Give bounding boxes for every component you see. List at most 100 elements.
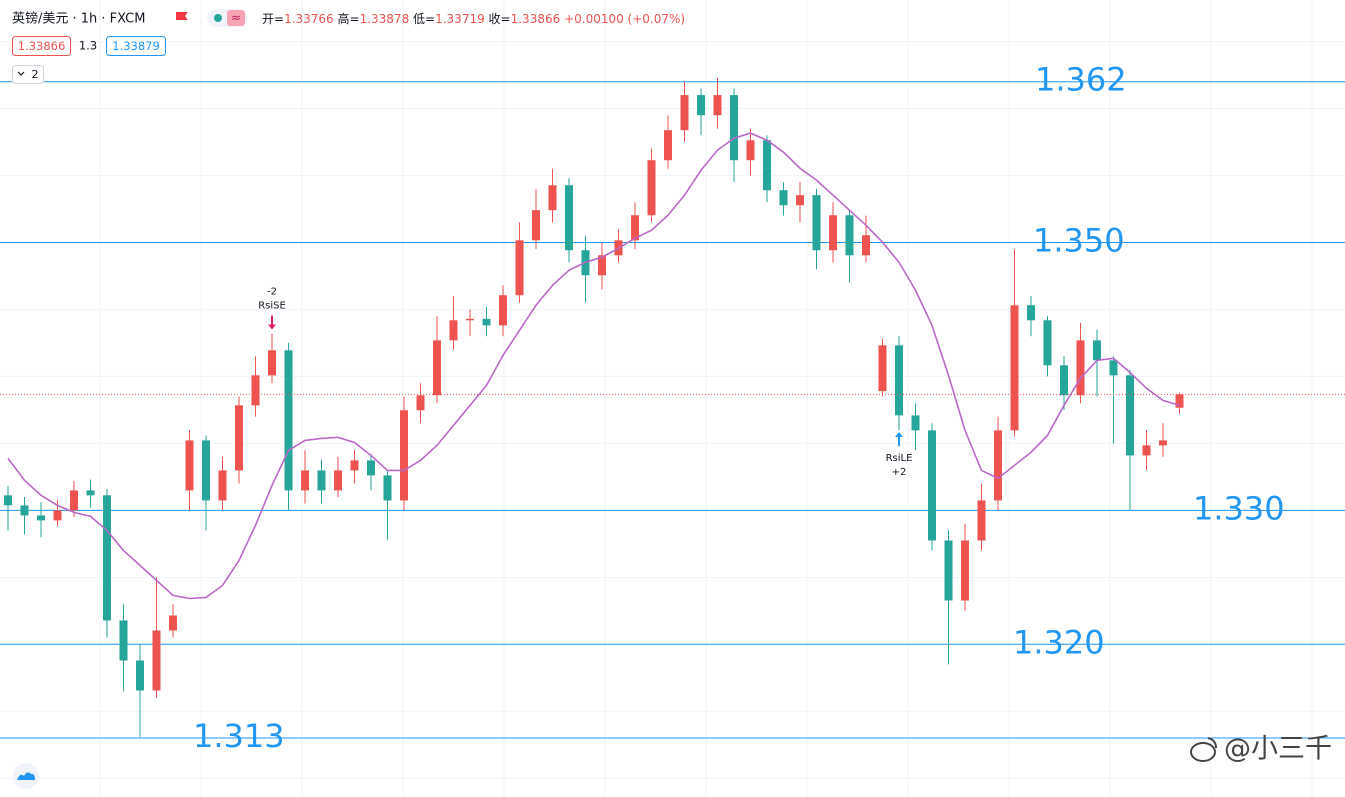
candle-body bbox=[697, 95, 705, 116]
watermark-text: @小三千 bbox=[1224, 734, 1332, 765]
candle-body bbox=[895, 345, 903, 416]
candle-body bbox=[598, 255, 606, 276]
ohlc-value: 1.33766 bbox=[284, 12, 334, 26]
candle-body bbox=[301, 470, 309, 491]
ohlc-label: 高= bbox=[338, 11, 360, 26]
candle-body bbox=[268, 350, 276, 376]
candle-body bbox=[647, 160, 656, 216]
status-dot bbox=[214, 14, 222, 22]
ohlc-label: 低= bbox=[413, 12, 435, 26]
level-label: 1.330 bbox=[1193, 489, 1285, 527]
candle-body bbox=[383, 475, 392, 501]
candle-body bbox=[796, 195, 804, 206]
symbol[interactable]: 英镑/美元 · 1h · FXCM bbox=[12, 11, 145, 27]
candle-body bbox=[829, 215, 837, 251]
logo bbox=[17, 772, 35, 780]
candle-body bbox=[482, 318, 491, 326]
candle-body bbox=[466, 318, 474, 321]
candle-body bbox=[713, 95, 722, 116]
level-label: 1.350 bbox=[1033, 221, 1125, 259]
candle-body bbox=[20, 505, 29, 516]
candle-body bbox=[119, 620, 128, 661]
candle-body bbox=[565, 185, 573, 251]
candle-body bbox=[202, 440, 210, 501]
candle-body bbox=[845, 215, 854, 256]
ohlc-value: 1.33866 bbox=[511, 12, 561, 26]
candle-body bbox=[730, 95, 738, 161]
candle-body bbox=[944, 540, 953, 601]
candle-body bbox=[218, 470, 227, 501]
candle-body bbox=[1126, 375, 1134, 456]
overlay: -2 RsiSE RsiLE +2 bbox=[0, 132, 1345, 600]
candle-body bbox=[1060, 365, 1068, 396]
indicator-count[interactable]: 2 bbox=[32, 68, 39, 81]
candle-body bbox=[53, 510, 62, 521]
candle-body bbox=[4, 495, 12, 506]
candle-body bbox=[86, 490, 95, 496]
indicator-toggle[interactable] bbox=[12, 65, 44, 84]
candle-body bbox=[1076, 340, 1085, 396]
ohlc-value: 1.33878 bbox=[360, 12, 410, 26]
candle-body bbox=[977, 500, 986, 541]
candle-body bbox=[515, 240, 524, 296]
candle-body bbox=[416, 395, 425, 411]
sell-price[interactable]: 1.33866 bbox=[18, 39, 66, 53]
buy-price[interactable]: 1.33879 bbox=[112, 39, 160, 53]
candle-body bbox=[449, 320, 458, 341]
signal-qty: -2 bbox=[267, 287, 277, 298]
level-label: 1.362 bbox=[1035, 61, 1127, 99]
ohlc: 开=1.33766 高=1.33878 低=1.33719 收=1.33866 … bbox=[262, 11, 685, 26]
candle-body bbox=[235, 405, 243, 471]
candle-body bbox=[433, 340, 441, 396]
signal-name: RsiSE bbox=[258, 301, 286, 312]
moving-average bbox=[7, 132, 1180, 600]
candle-body bbox=[367, 460, 375, 476]
flag-icon[interactable] bbox=[176, 12, 188, 20]
sell-box[interactable] bbox=[12, 36, 71, 56]
candle-body bbox=[317, 470, 326, 491]
candle-body bbox=[928, 430, 936, 541]
weibo-icon-arc bbox=[1207, 737, 1217, 749]
signal-name: RsiLE bbox=[886, 453, 913, 464]
watermark: @小三千 bbox=[1190, 734, 1332, 765]
candle-body bbox=[185, 440, 194, 491]
candle-body bbox=[779, 190, 788, 206]
levels: 1.362 1.350 1.330 1.320 1.313 bbox=[0, 61, 1345, 755]
candle-body bbox=[548, 185, 557, 211]
candle-body bbox=[763, 140, 771, 191]
signal-arrow bbox=[895, 431, 903, 446]
candle-body bbox=[961, 540, 969, 601]
candles bbox=[4, 77, 1184, 737]
signal-qty: +2 bbox=[892, 467, 907, 478]
signal-arrow bbox=[268, 315, 276, 330]
candle-body bbox=[169, 615, 177, 631]
weibo-icon bbox=[1190, 742, 1216, 762]
candle-body bbox=[103, 495, 111, 621]
candle-body bbox=[664, 130, 672, 161]
market-icon-glyph: ≈ bbox=[231, 11, 241, 25]
candle-body bbox=[1027, 305, 1035, 321]
market-icon bbox=[227, 10, 245, 26]
buy-box[interactable] bbox=[106, 36, 166, 56]
candle-body bbox=[400, 410, 408, 501]
ohlc-label: 开= bbox=[262, 12, 284, 26]
candle-body bbox=[812, 195, 821, 251]
candle-body bbox=[1093, 340, 1101, 361]
chevron bbox=[17, 71, 25, 76]
candle-body bbox=[862, 235, 870, 256]
candle-body bbox=[1159, 440, 1167, 446]
candle-body bbox=[152, 630, 161, 691]
ohlc-value: 1.33719 bbox=[435, 12, 485, 26]
candle-body bbox=[334, 470, 342, 491]
candle-body bbox=[746, 140, 755, 161]
candle-body bbox=[994, 430, 1002, 501]
level-label: 1.320 bbox=[1013, 623, 1105, 661]
candle-body bbox=[680, 95, 689, 131]
candle-body bbox=[1043, 320, 1052, 366]
candle-body bbox=[1142, 445, 1151, 456]
candle-body bbox=[499, 295, 507, 326]
level-label: 1.313 bbox=[193, 717, 285, 755]
